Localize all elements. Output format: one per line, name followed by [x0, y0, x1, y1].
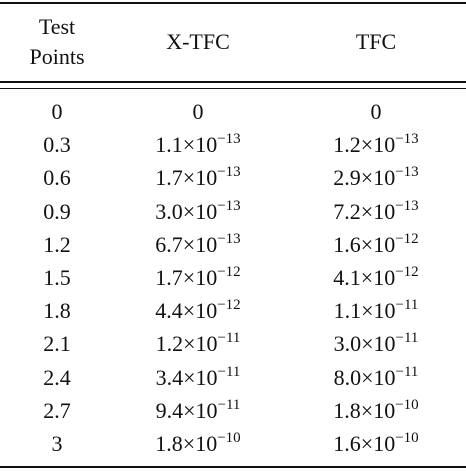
- top-rule: [0, 2, 466, 4]
- table-cell: 2.1: [43, 331, 71, 357]
- table-cell: 1.7×10−12: [155, 264, 241, 290]
- cell-mantissa: 1.7×10: [155, 165, 218, 191]
- table-cell: 1.8: [43, 298, 71, 324]
- table-cell: 1.7×10−13: [155, 164, 241, 191]
- bottom-rule: [0, 466, 466, 468]
- cell-exponent: −12: [217, 264, 241, 280]
- cell-mantissa: 1.8×10: [155, 431, 218, 456]
- table-cell: 1.1×10−13: [155, 131, 241, 158]
- cell-mantissa: 1.8×10: [333, 397, 396, 423]
- cell-exponent: −11: [217, 363, 241, 380]
- table-cell: 0.6: [43, 165, 71, 191]
- cell-mantissa: 4.1×10: [333, 265, 396, 290]
- table-cell: 4.4×10−12: [155, 297, 241, 324]
- table-cell: 1.6×10−10: [333, 430, 419, 456]
- cell-exponent: −12: [395, 230, 419, 247]
- table-cell: 2.9×10−13: [333, 164, 419, 191]
- table-cell: 1.2×10−11: [155, 330, 241, 357]
- table-cell: 3: [51, 431, 63, 456]
- cell-mantissa: 1.6×10: [333, 231, 396, 257]
- cell-mantissa: 1.6×10: [333, 431, 396, 456]
- cell-exponent: −11: [395, 330, 419, 347]
- header-cell: TFC: [355, 29, 397, 54]
- cell-exponent: −11: [217, 396, 241, 413]
- cell-mantissa: 6.7×10: [155, 231, 218, 257]
- cell-mantissa: 3.4×10: [155, 364, 218, 390]
- table-cell: 0: [192, 99, 204, 124]
- cell-mantissa: 7.2×10: [333, 198, 396, 224]
- table-cell: 0.9: [43, 198, 71, 224]
- cell-exponent: −13: [395, 197, 419, 214]
- cell-exponent: −13: [395, 164, 419, 181]
- cell-mantissa: 8.0×10: [333, 364, 396, 390]
- table-cell: 1.5: [43, 265, 71, 290]
- table-cell: 3.4×10−11: [155, 363, 241, 390]
- cell-exponent: −11: [217, 330, 241, 347]
- table-cell: 8.0×10−11: [333, 363, 419, 390]
- cell-exponent: −10: [217, 430, 241, 446]
- cell-mantissa: 3.0×10: [155, 198, 218, 224]
- table-cell: 4.1×10−12: [333, 264, 419, 290]
- cell-mantissa: 1.7×10: [155, 265, 218, 290]
- cell-mantissa: 1.2×10: [333, 132, 396, 158]
- cell-exponent: −12: [395, 264, 419, 280]
- header-rule: [0, 81, 466, 83]
- cell-exponent: −13: [217, 131, 241, 148]
- cell-exponent: −13: [217, 197, 241, 214]
- table-cell: 7.2×10−13: [333, 197, 419, 224]
- table-cell: 1.2: [43, 231, 71, 257]
- table-cell: 2.4: [43, 364, 71, 390]
- cell-exponent: −13: [395, 131, 419, 148]
- table-cell: 3.0×10−13: [155, 197, 241, 224]
- table-cell: 1.6×10−12: [333, 230, 419, 257]
- cell-mantissa: 9.4×10: [155, 397, 218, 423]
- cell-mantissa: 1.1×10: [333, 298, 396, 324]
- cell-exponent: −10: [395, 430, 419, 446]
- table-cell: 3.0×10−11: [333, 330, 419, 357]
- table-cell: 2.7: [43, 397, 71, 423]
- table-cell: 1.1×10−11: [333, 297, 419, 324]
- header-cell: Test Points: [29, 14, 85, 69]
- cell-exponent: −12: [217, 297, 241, 314]
- header-rule: [0, 88, 466, 89]
- table-cell: 1.8×10−10: [155, 430, 241, 456]
- cell-mantissa: 1.1×10: [155, 132, 218, 158]
- cell-mantissa: 4.4×10: [155, 298, 218, 324]
- cell-exponent: −10: [395, 396, 419, 413]
- table-cell: 1.2×10−13: [333, 131, 419, 158]
- table-cell: 6.7×10−13: [155, 230, 241, 257]
- table-cell: 0: [51, 99, 63, 124]
- cell-exponent: −13: [217, 164, 241, 181]
- cell-mantissa: 3.0×10: [333, 331, 396, 357]
- cell-exponent: −11: [395, 297, 419, 314]
- cell-exponent: −13: [217, 230, 241, 247]
- cell-mantissa: 2.9×10: [333, 165, 396, 191]
- table-cell: 0: [370, 99, 382, 124]
- cell-mantissa: 1.2×10: [155, 331, 218, 357]
- cell-exponent: −11: [395, 363, 419, 380]
- table-cell: 0.3: [43, 132, 71, 158]
- table-cell: 9.4×10−11: [155, 396, 241, 423]
- header-cell: X-TFC: [166, 29, 230, 54]
- table-cell: 1.8×10−10: [333, 396, 419, 423]
